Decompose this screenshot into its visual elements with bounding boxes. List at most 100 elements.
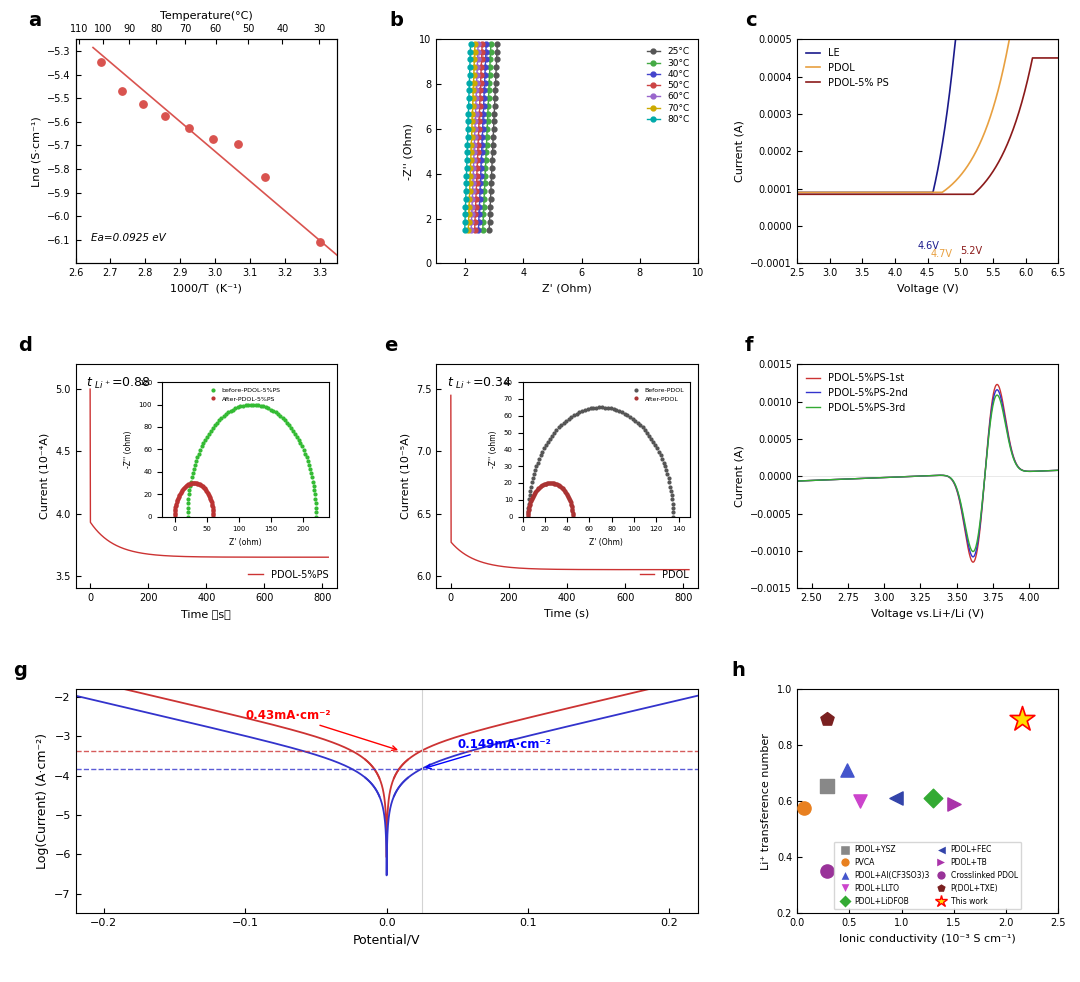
Text: 5.2V: 5.2V <box>960 246 983 256</box>
Line: PDOL-5%PS-1st: PDOL-5%PS-1st <box>797 385 1058 562</box>
50°C <box>473 108 486 120</box>
60°C <box>468 154 481 166</box>
25°C <box>484 208 497 220</box>
PDOL-5%PS-3rd <box>967 546 980 558</box>
Point <box>819 711 836 727</box>
60°C <box>470 92 483 104</box>
PDOL <box>970 144 983 156</box>
80°C <box>461 115 474 127</box>
80°C <box>461 131 474 142</box>
80°C <box>458 224 471 236</box>
PDOL-5%PS-2nd <box>791 475 804 487</box>
Legend:  <box>81 899 90 907</box>
PDOL-5%PS-2nd <box>1052 464 1065 476</box>
PDOL-5%PS-2nd <box>967 551 980 563</box>
PDOL <box>995 74 1008 85</box>
50°C <box>469 216 482 228</box>
Text: $t$ $_{Li^+}$=0.34: $t$ $_{Li^+}$=0.34 <box>447 376 512 391</box>
40°C <box>472 216 485 228</box>
50°C <box>470 186 483 197</box>
30°C <box>477 192 490 204</box>
Point <box>229 136 246 151</box>
Text: 4.6V: 4.6V <box>918 242 940 251</box>
Y-axis label: Lnσ (S·cm⁻¹): Lnσ (S·cm⁻¹) <box>31 116 41 187</box>
PDOL <box>999 53 1012 65</box>
80°C <box>459 208 472 220</box>
40°C <box>474 178 487 190</box>
X-axis label: Potential/V: Potential/V <box>353 934 420 947</box>
30°C <box>476 216 489 228</box>
PDOL <box>896 187 909 198</box>
Point <box>819 863 836 879</box>
80°C <box>460 170 473 182</box>
PDOL-5%PS-1st <box>967 556 980 568</box>
LE <box>818 187 831 198</box>
80°C <box>461 123 474 135</box>
Line: 80°C: 80°C <box>462 41 473 232</box>
40°C <box>475 146 488 158</box>
30°C <box>484 45 497 57</box>
PDOL-5%PS-3rd <box>879 471 892 483</box>
PDOL-5% PS <box>906 189 919 200</box>
70°C <box>464 154 477 166</box>
Line: PDOL: PDOL <box>797 39 1058 192</box>
Text: 4.7V: 4.7V <box>931 248 953 258</box>
PDOL <box>791 187 804 198</box>
30°C <box>484 53 497 65</box>
PDOL-5%PS-2nd <box>904 470 917 482</box>
X-axis label: 1000/T  (K⁻¹): 1000/T (K⁻¹) <box>171 284 242 294</box>
Y-axis label: Current (A): Current (A) <box>734 445 745 508</box>
50°C <box>468 224 481 236</box>
Y-axis label: Current (10⁻⁴A): Current (10⁻⁴A) <box>40 433 50 519</box>
PDOL-5% PS <box>896 189 909 200</box>
70°C <box>467 92 480 104</box>
80°C <box>459 192 472 204</box>
40°C <box>473 186 486 197</box>
Text: 0.149mA·cm⁻²: 0.149mA·cm⁻² <box>427 738 551 769</box>
50°C <box>469 208 482 220</box>
50°C <box>471 146 484 158</box>
25°C <box>483 216 496 228</box>
PDOL-5%PS-3rd <box>825 473 838 485</box>
70°C <box>463 186 476 197</box>
PDOL-5%PS-2nd <box>835 473 848 485</box>
Y-axis label: Current (A): Current (A) <box>734 121 745 183</box>
Text: c: c <box>745 11 756 29</box>
70°C <box>462 216 475 228</box>
Text: f: f <box>745 336 753 355</box>
PDOL-5%PS-1st <box>879 471 892 483</box>
40°C <box>476 131 489 142</box>
40°C <box>478 69 491 81</box>
30°C <box>480 154 492 166</box>
60°C <box>468 146 481 158</box>
25°C <box>488 108 501 120</box>
Point <box>1013 711 1030 727</box>
Point <box>311 235 328 250</box>
30°C <box>481 115 494 127</box>
70°C <box>462 208 475 220</box>
60°C <box>470 100 483 112</box>
80°C <box>460 154 473 166</box>
40°C <box>474 162 487 174</box>
PDOL <box>1052 33 1065 45</box>
40°C <box>477 100 490 112</box>
LE <box>906 187 919 198</box>
30°C <box>477 208 490 220</box>
50°C <box>472 138 485 150</box>
PDOL-5%PS-3rd <box>1052 464 1065 476</box>
Text: a: a <box>28 11 42 29</box>
70°C <box>465 131 478 142</box>
50°C <box>469 200 482 212</box>
Point <box>796 800 813 816</box>
30°C <box>478 186 491 197</box>
25°C <box>487 115 500 127</box>
PDOL-5% PS <box>970 186 983 197</box>
30°C <box>480 146 492 158</box>
Legend: PDOL: PDOL <box>636 566 693 583</box>
Point <box>180 120 198 136</box>
LE <box>999 33 1012 45</box>
Y-axis label: Current (10⁻⁵A): Current (10⁻⁵A) <box>401 433 410 519</box>
25°C <box>487 123 500 135</box>
40°C <box>478 77 491 88</box>
40°C <box>476 123 489 135</box>
